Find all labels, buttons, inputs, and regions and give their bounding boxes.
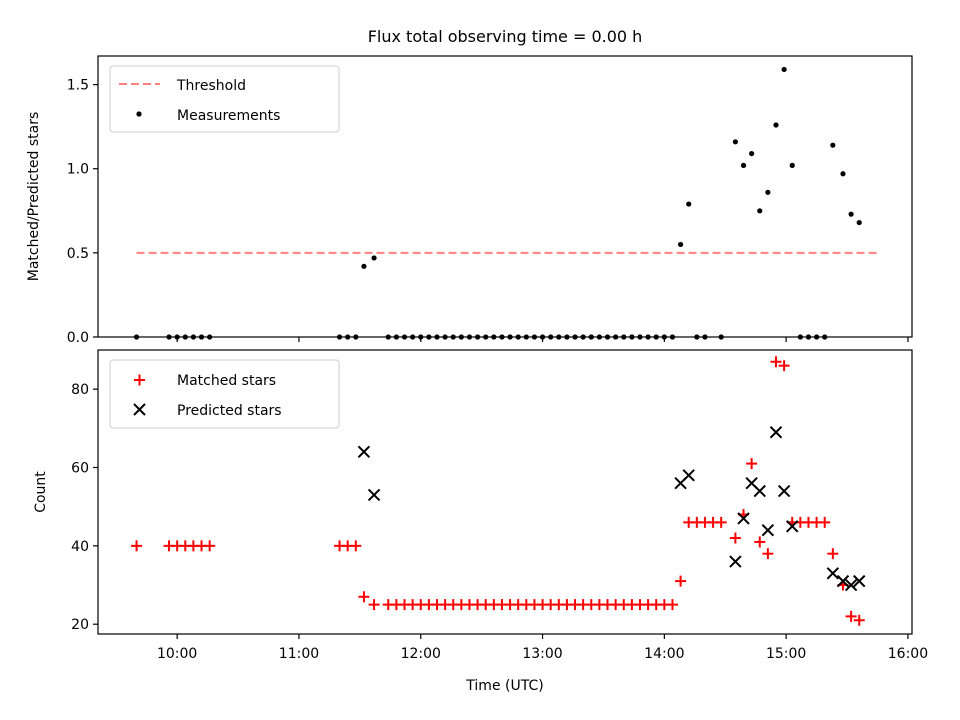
x-tick-label: 10:00: [157, 646, 197, 662]
top-legend-box: [109, 65, 340, 133]
matched-star-point: [131, 540, 143, 552]
predicted-star-point: [777, 484, 791, 498]
bottom-y-tick-label: 20: [71, 617, 89, 633]
top-y-axis-label: Matched/Predicted stars: [26, 112, 42, 282]
matched-star-point: [770, 356, 782, 368]
legend-matched-label: Matched stars: [177, 373, 276, 389]
x-tick-label: 14:00: [644, 646, 684, 662]
top-axes-frame: [97, 55, 913, 338]
measurement-point: [361, 263, 367, 269]
measurement-point: [830, 142, 836, 148]
predicted-star-point: [786, 520, 799, 533]
legend-threshold-label: Threshold: [176, 78, 246, 94]
x-tick-label: 13:00: [522, 646, 562, 662]
top-x-axis: [176, 337, 909, 342]
matched-star-point: [853, 614, 865, 626]
predicted-legend-swatch: [133, 403, 146, 416]
matched-star-point: [368, 599, 380, 611]
predicted-star-point: [367, 488, 381, 502]
x-axis-label: Time (UTC): [465, 678, 543, 694]
matched-star-point: [819, 516, 831, 528]
measurement-point: [773, 122, 779, 128]
measurement-point: [740, 162, 747, 168]
measurements-legend-swatch: [136, 111, 142, 117]
matched-star-point: [845, 610, 857, 622]
measurement-point: [848, 211, 854, 217]
predicted-star-point: [826, 567, 840, 580]
predicted-star-point: [836, 574, 850, 588]
bottom-y-axis: 20 40 60 80: [71, 382, 98, 633]
predicted-star-point: [853, 574, 866, 588]
matched-star-point: [675, 575, 687, 587]
bottom-plot-area: [131, 356, 866, 626]
matched-star-point: [827, 548, 839, 560]
bottom-y-tick-label: 40: [71, 539, 89, 555]
matched-star-point: [666, 599, 678, 611]
matched-star-point: [204, 540, 216, 552]
predicted-star-point: [737, 512, 750, 525]
measurement-point: [757, 208, 763, 214]
bottom-y-tick-label: 60: [71, 461, 89, 477]
chart-title: Flux total observing time = 0.00 h: [368, 27, 643, 46]
matched-star-point: [729, 532, 741, 544]
measurement-point: [686, 201, 692, 207]
bottom-y-tick-label: 80: [71, 382, 89, 398]
bottom-axes-frame: [97, 349, 913, 635]
matched-legend-swatch: [134, 374, 145, 386]
bottom-y-axis-label: Count: [33, 471, 49, 513]
x-tick-label: 16:00: [888, 646, 928, 662]
measurement-point: [856, 219, 862, 226]
predicted-star-point: [844, 578, 858, 592]
matched-star-point: [350, 540, 362, 552]
top-y-tick-label: 1.5: [67, 78, 89, 94]
bottom-legend-box: [109, 359, 340, 429]
x-tick-label: 11:00: [279, 646, 319, 662]
matched-star-point: [762, 548, 774, 560]
measurement-point: [781, 66, 787, 73]
measurement-point: [789, 162, 795, 168]
bottom-x-axis: 10:00 11:00 12:00 13:00 14:00 15:00 16:00: [157, 634, 928, 662]
predicted-star-point: [753, 484, 766, 498]
x-tick-label: 12:00: [401, 646, 441, 662]
matched-star-point: [778, 360, 790, 372]
top-y-tick-label: 0.0: [67, 330, 89, 346]
matched-star-point: [715, 516, 727, 528]
top-y-tick-label: 1.0: [67, 162, 89, 178]
measurement-point: [840, 171, 846, 177]
matched-star-point: [358, 591, 370, 603]
x-tick-label: 15:00: [766, 646, 806, 662]
top-y-axis: 0.0 0.5 1.0 1.5: [67, 78, 98, 346]
legend-measurements-label: Measurements: [177, 108, 280, 124]
top-y-tick-label: 0.5: [67, 246, 89, 262]
predicted-star-point: [682, 469, 695, 482]
measurement-point: [765, 189, 771, 195]
measurement-point: [677, 241, 684, 248]
measurement-point: [732, 139, 738, 145]
measurement-point: [749, 150, 755, 157]
predicted-star-point: [769, 426, 783, 439]
predicted-star-point: [729, 555, 742, 568]
matched-star-point: [754, 536, 766, 548]
predicted-star-point: [761, 523, 775, 537]
measurement-point: [371, 255, 377, 261]
predicted-star-point: [357, 445, 371, 459]
matched-star-point: [746, 458, 758, 470]
top-legend: Threshold Measurements: [109, 65, 340, 133]
legend-predicted-label: Predicted stars: [177, 403, 282, 419]
bottom-legend: Matched stars Predicted stars: [109, 359, 340, 429]
